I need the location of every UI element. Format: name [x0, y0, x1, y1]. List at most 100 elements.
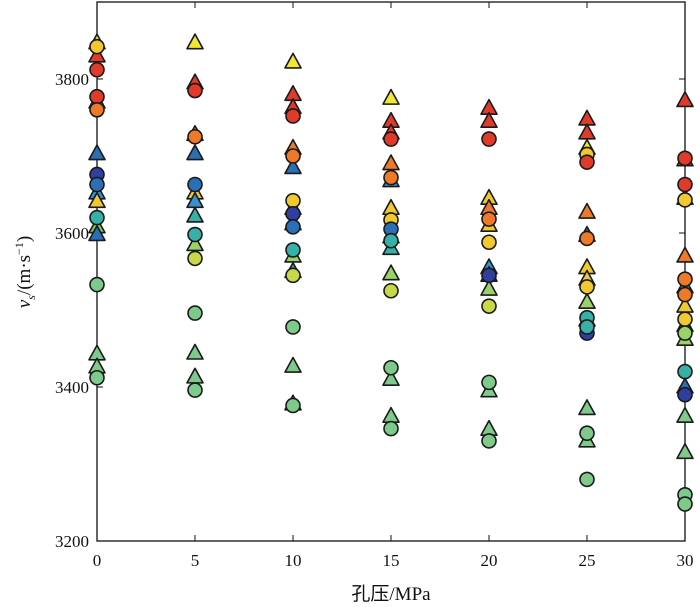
triangle-marker [382, 264, 400, 281]
circle-marker [383, 282, 399, 299]
circle-marker [285, 205, 301, 222]
circle-marker [481, 267, 497, 284]
x-tick-label: 15 [383, 551, 400, 570]
circle-marker [187, 250, 203, 267]
data-markers [88, 33, 694, 512]
circle-marker [481, 433, 497, 449]
circle-marker [89, 102, 105, 118]
triangle-marker [186, 206, 204, 223]
circle-marker [677, 150, 693, 167]
circle-marker [579, 230, 595, 247]
circle-marker [285, 397, 301, 414]
triangle-marker [480, 279, 498, 296]
circle-marker [285, 242, 301, 258]
circle-marker [579, 279, 595, 295]
y-tick-label: 3200 [55, 532, 89, 551]
circle-marker [481, 211, 497, 227]
circle-marker [481, 131, 497, 147]
circle-marker [187, 226, 203, 243]
triangle-marker [676, 246, 694, 263]
y-tick-label: 3800 [55, 70, 89, 89]
triangle-marker [578, 292, 596, 309]
circle-marker [677, 496, 693, 512]
circle-marker [677, 386, 693, 403]
triangle-marker [480, 111, 498, 129]
triangle-marker [284, 52, 302, 69]
circle-marker [89, 61, 105, 78]
circle-marker [285, 148, 301, 164]
triangle-marker [382, 369, 400, 386]
triangle-marker [186, 144, 204, 161]
circle-marker [383, 232, 399, 249]
circle-marker [187, 176, 203, 193]
y-tick-label: 3600 [55, 224, 89, 243]
y-axis-title-base: v [14, 299, 35, 308]
triangle-marker [88, 225, 106, 242]
triangle-marker [676, 91, 694, 108]
circle-marker [285, 267, 301, 284]
x-tick-label: 25 [579, 551, 596, 570]
circle-marker [677, 363, 693, 380]
triangle-marker [284, 158, 302, 175]
circle-marker [383, 131, 399, 147]
circle-marker [677, 286, 693, 303]
circle-marker [383, 359, 399, 376]
triangle-marker [382, 154, 400, 171]
circle-marker [285, 108, 301, 124]
x-tick-label: 5 [191, 551, 200, 570]
circle-marker [89, 176, 105, 193]
y-tick-label: 3400 [55, 378, 89, 397]
triangle-marker [382, 88, 400, 105]
y-axis-title-unit: /(m·s [14, 255, 35, 295]
x-tick-label: 0 [93, 551, 102, 570]
circle-marker [187, 82, 203, 99]
y-axis-title-unit-close: ) [14, 236, 35, 242]
circle-marker [187, 128, 203, 145]
triangle-marker [676, 406, 694, 423]
circle-marker [383, 420, 399, 437]
circle-marker [579, 425, 595, 442]
axis-ticks: 0 5 10 15 20 25 30 3200 3400 3600 3800 [55, 2, 694, 570]
circle-marker [677, 192, 693, 208]
circle-marker [89, 369, 105, 386]
triangle-marker [578, 399, 596, 416]
circle-marker [481, 374, 497, 391]
circle-marker [187, 382, 203, 398]
circle-marker [481, 298, 497, 314]
circle-marker [677, 325, 693, 341]
circle-marker [89, 209, 105, 226]
circle-marker [579, 154, 595, 170]
circle-marker [285, 319, 301, 335]
circle-marker [89, 276, 105, 293]
triangle-marker [88, 144, 106, 161]
triangle-marker [88, 46, 106, 63]
circle-marker [187, 305, 203, 321]
x-tick-label: 10 [285, 551, 302, 570]
circle-marker [89, 88, 105, 105]
x-tick-label: 20 [481, 551, 498, 570]
triangle-marker [676, 442, 694, 460]
y-axis-title-sub: s [24, 295, 38, 300]
circle-marker [285, 219, 301, 235]
triangle-marker [186, 343, 204, 360]
circle-marker [481, 234, 497, 251]
triangle-marker [578, 202, 596, 219]
triangle-marker [578, 123, 596, 140]
circle-marker [677, 176, 693, 193]
circle-marker [677, 271, 693, 288]
y-axis-title-unit-sup: −1 [12, 242, 26, 255]
triangle-marker [186, 235, 204, 252]
circle-marker [383, 169, 399, 186]
y-axis-title: vs/(m·s−1) [12, 236, 38, 308]
triangle-marker [284, 356, 302, 373]
x-tick-label: 30 [677, 551, 694, 570]
circle-marker [579, 319, 595, 335]
circle-marker [677, 311, 693, 328]
triangle-marker [88, 191, 106, 209]
triangle-marker [186, 33, 204, 50]
circle-marker [89, 38, 105, 55]
x-axis-title: 孔压/MPa [351, 583, 431, 605]
circle-marker [285, 192, 301, 209]
